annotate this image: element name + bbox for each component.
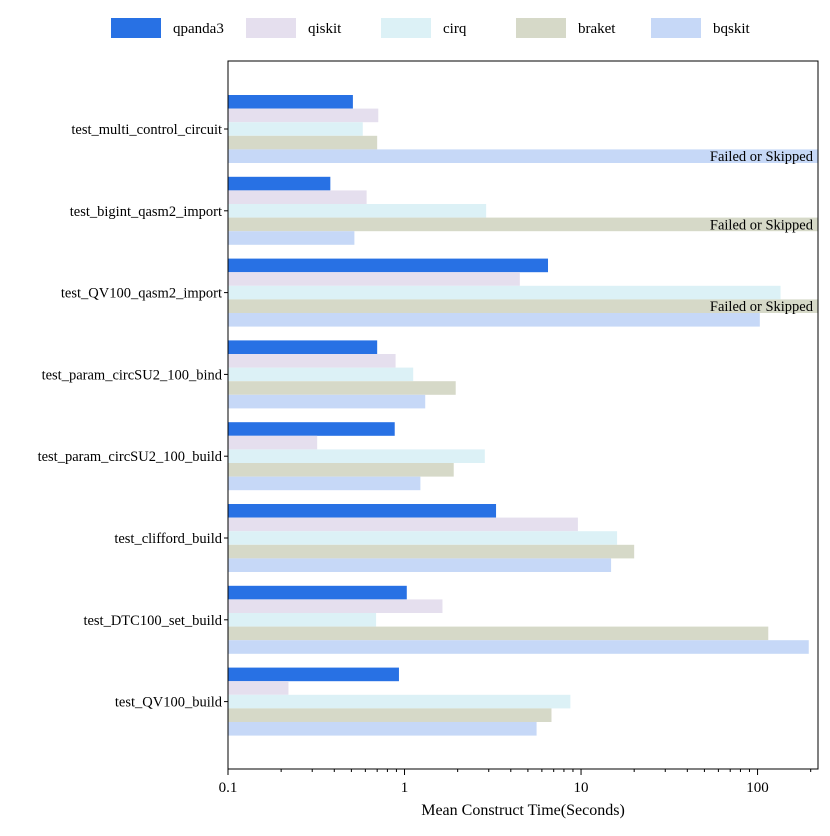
bar-test-clifford-build-bqskit bbox=[228, 558, 612, 572]
legend: qpanda3 qiskit cirq braket bqskit bbox=[111, 18, 751, 38]
bar-test-param-circsu2-100-build-cirq bbox=[228, 449, 485, 463]
category-label-test-param-circsu2-100-bind: test_param_circSU2_100_bind bbox=[42, 367, 223, 383]
bar-test-dtc100-set-build-cirq bbox=[228, 613, 377, 627]
bar-test-param-circsu2-100-build-qpanda3 bbox=[228, 422, 395, 436]
bar-test-dtc100-set-build-qiskit bbox=[228, 599, 443, 613]
bar-test-dtc100-set-build-qpanda3 bbox=[228, 585, 407, 600]
x-tick-label: 10 bbox=[574, 780, 589, 796]
bar-test-param-circsu2-100-bind-qiskit bbox=[228, 354, 396, 368]
bar-test-param-circsu2-100-bind-bqskit bbox=[228, 394, 426, 409]
bar-test-clifford-build-qpanda3 bbox=[228, 504, 497, 518]
bar-test-clifford-build-braket bbox=[228, 544, 635, 559]
bar-test-dtc100-set-build-braket bbox=[228, 626, 769, 641]
legend-label-cirq: cirq bbox=[443, 21, 467, 37]
x-tick-label: 0.1 bbox=[219, 780, 238, 796]
bars-group bbox=[228, 95, 818, 736]
category-label-test-qv100-qasm2-import: test_QV100_qasm2_import bbox=[61, 286, 222, 302]
bar-test-bigint-qasm2-import-qpanda3 bbox=[228, 176, 331, 191]
bar-test-qv100-qasm2-import-cirq bbox=[228, 285, 781, 300]
failed-labels-group: Failed or Skipped Failed or Skipped Failed… bbox=[710, 149, 814, 315]
failed-label-test-bigint-qasm2-import-braket: Failed or Skipped bbox=[710, 217, 814, 233]
legend-label-qpanda3: qpanda3 bbox=[173, 21, 224, 37]
bar-test-param-circsu2-100-bind-cirq bbox=[228, 367, 414, 382]
bar-test-clifford-build-cirq bbox=[228, 531, 618, 545]
category-label-test-multi-control-circuit: test_multi_control_circuit bbox=[71, 122, 222, 138]
bar-test-qv100-build-braket bbox=[228, 708, 552, 722]
bar-test-qv100-build-bqskit bbox=[228, 722, 537, 736]
category-label-test-bigint-qasm2-import: test_bigint_qasm2_import bbox=[70, 204, 222, 220]
bar-test-bigint-qasm2-import-qiskit bbox=[228, 190, 367, 204]
bar-test-param-circsu2-100-build-bqskit bbox=[228, 476, 421, 491]
failed-label-test-qv100-qasm2-import-braket: Failed or Skipped bbox=[710, 299, 814, 315]
bar-test-dtc100-set-build-bqskit bbox=[228, 640, 809, 654]
legend-label-qiskit: qiskit bbox=[308, 21, 342, 37]
bar-test-qv100-build-qpanda3 bbox=[228, 667, 399, 682]
bar-test-multi-control-circuit-qpanda3 bbox=[228, 95, 353, 109]
bar-test-qv100-qasm2-import-qpanda3 bbox=[228, 258, 549, 273]
bar-test-bigint-qasm2-import-braket bbox=[228, 217, 818, 232]
legend-swatch-braket bbox=[516, 18, 566, 38]
bar-test-multi-control-circuit-bqskit bbox=[228, 149, 818, 163]
bar-test-qv100-qasm2-import-braket bbox=[228, 299, 818, 313]
bar-test-qv100-build-qiskit bbox=[228, 681, 289, 695]
bar-test-bigint-qasm2-import-bqskit bbox=[228, 231, 355, 245]
x-tick-label: 100 bbox=[746, 780, 769, 796]
bar-test-qv100-qasm2-import-bqskit bbox=[228, 313, 760, 327]
bar-test-multi-control-circuit-braket bbox=[228, 135, 378, 150]
legend-label-braket: braket bbox=[578, 21, 616, 37]
legend-swatch-qpanda3 bbox=[111, 18, 161, 38]
x-axis: 0.1 1 10 100 bbox=[219, 769, 812, 796]
failed-label-test-multi-control-circuit-bqskit: Failed or Skipped bbox=[710, 149, 814, 165]
bar-test-qv100-build-cirq bbox=[228, 694, 571, 709]
bar-test-bigint-qasm2-import-cirq bbox=[228, 204, 487, 218]
bar-test-param-circsu2-100-bind-qpanda3 bbox=[228, 340, 378, 354]
category-label-test-qv100-build: test_QV100_build bbox=[115, 695, 223, 711]
category-labels-group: test_multi_control_circuit test_bigint_qa… bbox=[38, 122, 228, 711]
legend-swatch-bqskit bbox=[651, 18, 701, 38]
legend-swatch-qiskit bbox=[246, 18, 296, 38]
category-label-test-clifford-build: test_clifford_build bbox=[114, 531, 222, 547]
bar-test-multi-control-circuit-qiskit bbox=[228, 108, 379, 123]
category-label-test-param-circsu2-100-build: test_param_circSU2_100_build bbox=[38, 449, 223, 465]
x-tick-label: 1 bbox=[401, 780, 409, 796]
bar-test-param-circsu2-100-build-qiskit bbox=[228, 435, 318, 450]
legend-label-bqskit: bqskit bbox=[713, 21, 751, 37]
bar-test-multi-control-circuit-cirq bbox=[228, 122, 363, 136]
bar-test-clifford-build-qiskit bbox=[228, 517, 578, 532]
category-label-test-dtc100-set-build: test_DTC100_set_build bbox=[83, 613, 222, 629]
x-axis-label: Mean Construct Time(Seconds) bbox=[421, 802, 625, 819]
plot-frame bbox=[227, 60, 819, 770]
bar-test-param-circsu2-100-build-braket bbox=[228, 463, 454, 477]
bar-test-param-circsu2-100-bind-braket bbox=[228, 381, 456, 395]
legend-swatch-cirq bbox=[381, 18, 431, 38]
bar-test-qv100-qasm2-import-qiskit bbox=[228, 272, 520, 286]
